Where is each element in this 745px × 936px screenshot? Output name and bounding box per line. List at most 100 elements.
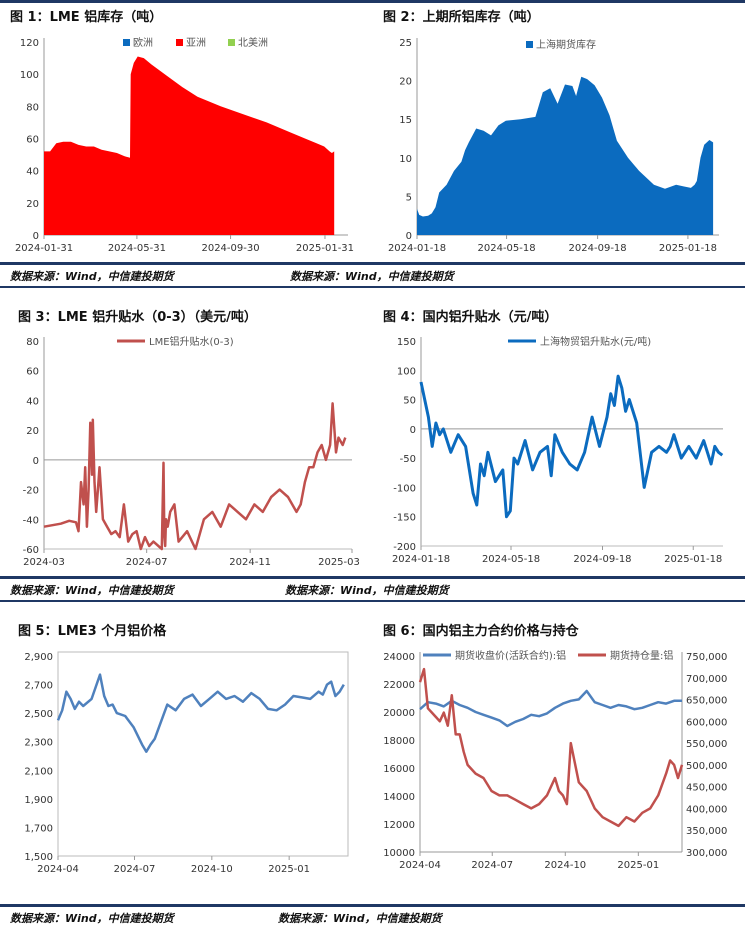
x-tick-label: 2024-01-18 — [392, 554, 450, 565]
figure-6-title: 图 6：国内铝主力合约价格与持仓 — [383, 624, 579, 639]
y2-tick-label: 550,000 — [686, 739, 727, 750]
y-tick-label: 20 — [399, 77, 412, 88]
chart-lme-spread: -60 -40 -20 0 20 40 60 80 2024-03 2024-07 2024-11 2… — [23, 335, 360, 568]
figure-4-title: 图 4：国内铝升贴水（元/吨） — [383, 310, 558, 325]
chart-shfe-inventory: 0 5 10 15 20 25 2024-01-18 2024-05-18 2024-09-18… — [388, 38, 719, 254]
y-tick-label: 80 — [26, 337, 39, 348]
y-tick-label: 100 — [397, 366, 416, 377]
y-tick-label: 1,500 — [24, 852, 53, 863]
legend-label: 期货持仓量:铝 — [610, 649, 673, 662]
chart-lme-inventory: 0 20 40 60 80 100 120 2024-01-31 2024-05-31 2024-… — [15, 36, 354, 254]
legend-label: 亚洲 — [186, 37, 206, 49]
x-tick-label: 2024-01-18 — [388, 243, 446, 254]
y-tick-label: -20 — [23, 486, 39, 497]
series-line — [418, 667, 684, 828]
y-tick-label: 120 — [20, 38, 39, 49]
legend-label: 北美洲 — [238, 36, 268, 49]
y-tick-label: 2,100 — [24, 766, 53, 777]
y2-tick-label: 500,000 — [686, 761, 727, 772]
legend-swatch — [176, 39, 183, 46]
y-tick-label: 150 — [397, 337, 416, 348]
y-tick-label: 60 — [26, 367, 39, 378]
y2-tick-label: 700,000 — [686, 674, 727, 685]
figure-1-title: 图 1：LME 铝库存（吨） — [10, 10, 163, 25]
x-tick-label: 2024-05-18 — [478, 243, 536, 254]
y2-tick-label: 750,000 — [686, 652, 727, 663]
rule-4 — [0, 600, 745, 602]
y-tick-label: 100 — [20, 70, 39, 81]
y-tick-label: 20 — [26, 199, 39, 210]
rule-1 — [0, 262, 745, 265]
x-tick-label: 2024-04 — [399, 860, 441, 871]
source-3: 数据来源：Wind，中信建投期货 — [10, 584, 174, 597]
y-tick-label: 22000 — [383, 680, 415, 691]
figure-5-title: 图 5：LME3 个月铝价格 — [18, 624, 167, 639]
series-area — [417, 76, 714, 235]
x-tick-label: 2024-09-30 — [201, 243, 259, 254]
x-tick-label: 2024-09-18 — [569, 243, 627, 254]
source-1: 数据来源：Wind，中信建投期货 — [10, 270, 174, 283]
source-4: 数据来源：Wind，中信建投期货 — [285, 584, 449, 597]
y2-tick-label: 600,000 — [686, 717, 727, 728]
legend-label: 上海物贸铝升贴水(元/吨) — [540, 335, 651, 348]
y-tick-label: -40 — [23, 515, 39, 526]
y-tick-label: 0 — [33, 231, 39, 242]
x-tick-label: 2024-10 — [544, 860, 586, 871]
y-tick-label: -150 — [393, 513, 416, 524]
y-tick-label: 1,900 — [24, 795, 53, 806]
chart-lme3m-price: 1,500 1,700 1,900 2,100 2,300 2,500 2,700 2,900… — [24, 651, 349, 875]
x-tick-label: 2025-01-31 — [296, 243, 354, 254]
x-tick-label: 2024-11 — [229, 557, 271, 568]
series-line — [43, 402, 347, 551]
plot-border — [57, 651, 349, 857]
y-tick-label: 60 — [26, 135, 39, 146]
y-tick-label: 20 — [26, 426, 39, 437]
y-tick-label: 50 — [403, 396, 416, 407]
y-tick-label: 24000 — [383, 652, 415, 663]
y2-tick-label: 400,000 — [686, 804, 727, 815]
figure-2-title: 图 2：上期所铝库存（吨） — [383, 10, 540, 25]
source-6: 数据来源：Wind，中信建投期货 — [278, 912, 442, 925]
x-tick-label: 2024-01-31 — [15, 243, 73, 254]
y2-tick-label: 300,000 — [686, 848, 727, 859]
x-tick-label: 2024-09-18 — [573, 554, 631, 565]
y-tick-label: 14000 — [383, 792, 415, 803]
x-tick-label: 2024-07 — [114, 864, 156, 875]
chart-domestic-price-oi: 10000 12000 14000 16000 18000 20000 22000 24000… — [383, 649, 727, 871]
series-line — [419, 689, 682, 728]
y-tick-label: 40 — [26, 167, 39, 178]
y-tick-label: -60 — [23, 545, 39, 556]
rule-5 — [0, 904, 745, 907]
y-tick-label: 0 — [410, 425, 416, 436]
y-tick-label: 2,500 — [24, 709, 53, 720]
source-2: 数据来源：Wind，中信建投期货 — [290, 270, 454, 283]
y-tick-label: 2,300 — [24, 738, 53, 749]
legend-label: 上海期货库存 — [536, 38, 596, 51]
y2-tick-label: 650,000 — [686, 696, 727, 707]
y2-tick-label: 350,000 — [686, 826, 727, 837]
x-tick-label: 2025-01 — [617, 860, 659, 871]
y-tick-label: -200 — [393, 542, 416, 553]
y-tick-label: 1,700 — [24, 823, 53, 834]
legend-swatch — [526, 41, 533, 48]
y-tick-label: 16000 — [383, 764, 415, 775]
y-tick-label: 2,900 — [24, 652, 53, 663]
y-tick-label: 15 — [399, 115, 412, 126]
y-tick-label: 25 — [399, 38, 412, 49]
y-tick-label: 20000 — [383, 708, 415, 719]
x-tick-label: 2024-07 — [471, 860, 513, 871]
x-tick-label: 2025-01-18 — [664, 554, 722, 565]
y-tick-label: 2,700 — [24, 681, 53, 692]
x-tick-label: 2024-05-31 — [108, 243, 166, 254]
rule-2 — [0, 286, 745, 288]
y-tick-label: 40 — [26, 396, 39, 407]
legend-label: 欧洲 — [133, 37, 153, 49]
y2-tick-label: 450,000 — [686, 783, 727, 794]
series-line — [56, 673, 345, 753]
y-tick-label: 10 — [399, 154, 412, 165]
y-tick-label: -100 — [393, 483, 416, 494]
y-tick-label: 12000 — [383, 820, 415, 831]
chart-domestic-spread: -200 -150 -100 -50 0 50 100 150 2024-01-18 2024-0… — [392, 335, 724, 565]
x-tick-label: 2024-03 — [23, 557, 65, 568]
legend-label: 期货收盘价(活跃合约):铝 — [455, 649, 566, 662]
